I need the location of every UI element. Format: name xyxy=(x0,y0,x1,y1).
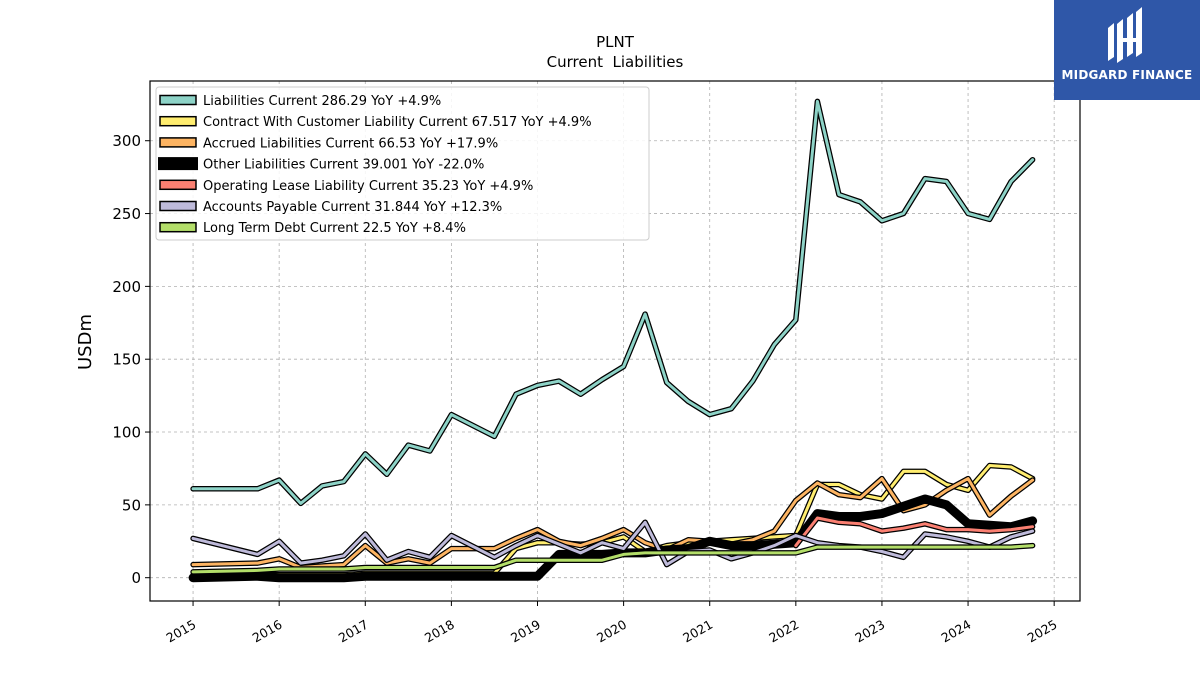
legend-swatch-4 xyxy=(159,179,197,191)
legend-swatch-6 xyxy=(159,221,197,233)
legend-swatch-2 xyxy=(159,137,197,148)
x-tick-label: 2017 xyxy=(336,617,371,646)
legend-label-4: Operating Lease Liability Current 35.23 … xyxy=(203,179,533,194)
legend-label-3: Other Liabilities Current 39.001 YoY -22… xyxy=(203,158,484,173)
legend: Liabilities Current 286.29 YoY +4.9% Cont… xyxy=(155,86,650,241)
legend-box xyxy=(155,86,650,241)
x-tick-label: 2019 xyxy=(508,617,543,646)
plot-frame xyxy=(149,80,1081,602)
y-tick-label: 0 xyxy=(131,569,141,587)
series-line-5 xyxy=(191,520,1035,567)
logo-mark-icon xyxy=(1108,7,1142,63)
series-lines xyxy=(188,98,1038,583)
legend-label-6: Long Term Debt Current 22.5 YoY +8.4% xyxy=(203,221,466,236)
legend-label-5: Accounts Payable Current 31.844 YoY +12.… xyxy=(203,200,502,215)
x-tick-label: 2015 xyxy=(164,617,199,646)
y-tick-label: 50 xyxy=(122,496,141,514)
y-tick-label: 300 xyxy=(112,132,141,150)
x-tick-label: 2025 xyxy=(1025,617,1060,646)
y-tick-label: 200 xyxy=(112,278,141,296)
legend-label-2: Accrued Liabilities Current 66.53 YoY +1… xyxy=(203,136,498,151)
x-tick-label: 2020 xyxy=(594,617,629,646)
series-line-4 xyxy=(794,516,1035,548)
x-tick-label: 2021 xyxy=(680,617,715,646)
logo-text: MIDGARD FINANCE xyxy=(1061,68,1193,82)
series-line-6 xyxy=(191,544,1035,574)
legend-swatch-3 xyxy=(158,157,198,171)
legend-label-0: Liabilities Current 286.29 YoY +4.9% xyxy=(203,94,441,109)
series-line-0 xyxy=(191,99,1035,505)
x-tick-label: 2016 xyxy=(250,617,285,646)
chart-title: PLNT xyxy=(596,33,635,51)
legend-swatch-5 xyxy=(159,200,197,212)
y-axis-label: USDm xyxy=(75,314,96,370)
chart-subtitle: Current Liabilities xyxy=(547,53,684,71)
x-tick-label: 2023 xyxy=(852,617,887,646)
y-tick-label: 100 xyxy=(112,424,141,442)
x-tick-label: 2024 xyxy=(939,617,974,646)
legend-swatch-1 xyxy=(159,115,197,127)
x-tick-label: 2018 xyxy=(422,617,457,646)
y-tick-label: 250 xyxy=(112,205,141,223)
legend-label-1: Contract With Customer Liability Current… xyxy=(203,115,592,130)
legend-swatch-0 xyxy=(159,94,197,106)
x-tick-label: 2022 xyxy=(766,617,801,646)
y-tick-label: 150 xyxy=(112,351,141,369)
midgard-finance-logo: MIDGARD FINANCE xyxy=(1054,0,1200,100)
